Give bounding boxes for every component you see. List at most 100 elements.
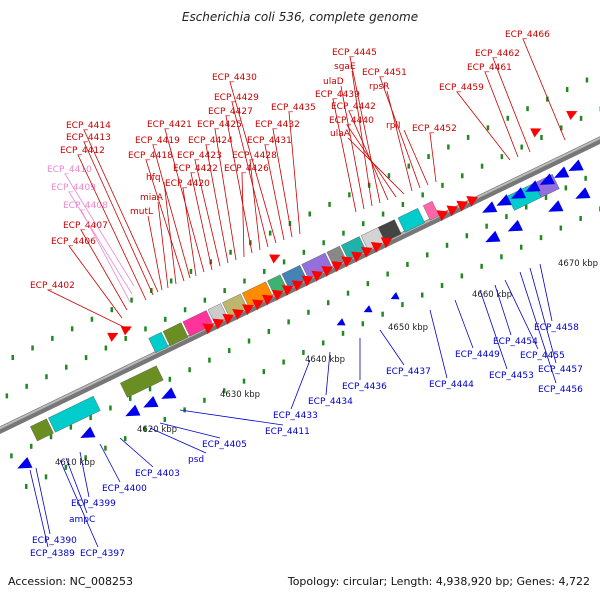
forward-gene-arrow (351, 251, 363, 263)
reverse-gene-label: ECP_4437 (386, 367, 431, 377)
scale-dot (183, 407, 186, 413)
reverse-gene-arrow (525, 180, 541, 192)
forward-gene-arrow (341, 256, 353, 268)
scale-dot (480, 163, 484, 169)
scale-dot (104, 345, 108, 351)
reverse-leader-line (539, 263, 553, 322)
reverse-gene-label: ECP_4457 (538, 365, 583, 375)
scale-dot (441, 182, 444, 188)
scale-dot (387, 173, 391, 179)
scale-dot (546, 96, 549, 102)
forward-gene-arrow (331, 261, 343, 272)
scale-dot (519, 244, 523, 250)
reverse-leader-line (149, 427, 207, 454)
forward-gene-label: ECP_4425 (197, 120, 242, 130)
scale-dot (84, 355, 88, 361)
scale-dot (243, 278, 246, 284)
feature-block (48, 395, 101, 433)
forward-leader-line (68, 245, 123, 319)
scale-dot (407, 163, 410, 169)
reverse-gene-label: ECP_4405 (202, 440, 247, 450)
scale-label: 4650 kbp (388, 323, 428, 333)
scale-dot (267, 328, 271, 334)
forward-gene-label: ECP_4452 (412, 124, 457, 134)
scale-dot (425, 252, 429, 258)
scale-dot (579, 215, 582, 221)
forward-gene-label: mutL (130, 207, 153, 217)
forward-leader-line (492, 57, 531, 153)
scale-dot (465, 233, 469, 239)
forward-leader-line (249, 159, 261, 251)
forward-gene-label: miaA (140, 193, 164, 203)
scale-dot (51, 335, 54, 341)
forward-gene-label: ECP_4408 (63, 201, 108, 211)
scale-dot (31, 345, 34, 351)
scale-dot (406, 261, 409, 267)
scale-dot (500, 154, 504, 160)
reverse-gene-label: psd (188, 455, 204, 465)
scale-dot (282, 259, 286, 265)
scale-dot (84, 455, 87, 461)
forward-gene-arrow (530, 128, 542, 138)
forward-leader-line (147, 215, 163, 291)
reverse-gene-label: ECP_4455 (520, 351, 565, 361)
forward-gene-label: sgaE (334, 62, 356, 72)
scale-dot (362, 221, 365, 227)
scale-dot (25, 383, 28, 389)
reverse-leader-line (35, 467, 51, 535)
scale-dot (505, 214, 508, 220)
reverse-gene-arrow (161, 387, 177, 399)
scale-dot (584, 175, 587, 181)
forward-gene-label: ECP_4466 (505, 30, 550, 40)
forward-gene-arrow (269, 254, 281, 264)
scale-dot (183, 307, 187, 313)
reverse-leader-line (504, 279, 539, 350)
scale-dot (169, 278, 173, 284)
scale-dot (302, 249, 306, 255)
forward-gene-label: ulaA (330, 129, 351, 139)
scale-label: 4630 kbp (220, 390, 260, 400)
forward-leader-line (429, 132, 437, 183)
reverse-leader-line (159, 422, 221, 439)
reverse-gene-arrow (363, 305, 373, 313)
forward-gene-label: ECP_4442 (331, 102, 376, 112)
forward-gene-arrow (360, 246, 373, 258)
forward-leader-line (164, 128, 205, 273)
scale-dot (109, 405, 112, 411)
forward-leader-line (272, 128, 293, 238)
forward-gene-arrow (242, 304, 254, 316)
scale-dot (163, 416, 167, 422)
reverse-leader-line (325, 351, 331, 396)
scale-dot (124, 335, 127, 341)
forward-gene-label: ECP_4407 (63, 221, 108, 231)
forward-leader-line (194, 159, 221, 267)
scale-dot (401, 302, 404, 308)
forward-gene-arrow (232, 309, 244, 320)
reverse-gene-arrow (485, 230, 501, 243)
forward-leader-line (379, 76, 421, 189)
scale-dot (486, 125, 490, 131)
forward-leader-line (190, 172, 213, 271)
forward-leader-line (214, 128, 237, 261)
scale-dot (322, 240, 325, 246)
scale-dot (44, 474, 48, 480)
forward-gene-label: ECP_4461 (467, 63, 512, 73)
reverse-gene-label: ECP_4390 (32, 536, 77, 546)
forward-gene-label: ECP_4431 (247, 136, 292, 146)
scale-dot (24, 483, 28, 489)
forward-leader-line (47, 289, 131, 331)
reverse-gene-arrow (390, 292, 400, 300)
forward-gene-label: ECP_4430 (212, 73, 257, 83)
scale-dot (89, 415, 92, 421)
reverse-gene-label: ECP_4433 (273, 411, 318, 421)
scale-dot (110, 307, 113, 313)
scale-dot (544, 194, 548, 200)
forward-gene-arrow (291, 280, 304, 292)
forward-gene-arrow (222, 313, 234, 325)
scale-dot (70, 326, 74, 332)
figure-title: Escherichia coli 536, complete genome (181, 10, 419, 24)
forward-gene-label: ECP_4462 (475, 49, 520, 59)
feature-block (377, 219, 402, 243)
forward-gene-label: rplI (386, 121, 401, 131)
scale-dot (223, 288, 226, 294)
